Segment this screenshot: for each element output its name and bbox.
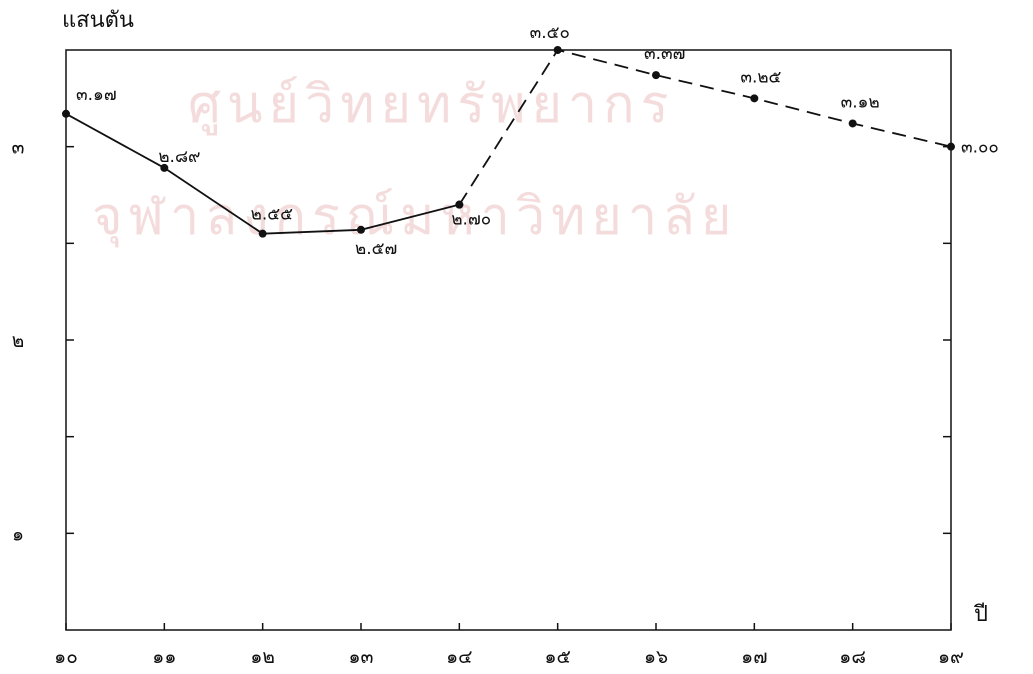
data-label: ๓.๒๕ [740,67,781,87]
y-tick-label-0: ๑ [12,523,24,545]
y-tick-label-2: ๓ [12,137,25,159]
series-line-dashed [458,48,952,206]
y-axis-label: แสนตัน [62,8,134,33]
x-tick-label-4: ๑๔ [446,646,472,668]
axis-ticks [65,145,952,630]
data-points [62,46,955,238]
data-label: ๓.๓๗ [644,44,685,64]
x-tick-label-1: ๑๑ [152,646,176,668]
data-point [258,229,267,238]
data-label: ๒.๕๕ [251,205,293,225]
data-point [357,225,365,234]
data-point [848,119,857,128]
data-label: ๓.๑๒ [841,92,880,112]
plot-frame [65,49,952,631]
data-label: ๓.๕๐ [530,23,570,43]
y-tick-label-1: ๒ [12,330,25,352]
x-tick-label-3: ๑๓ [348,646,373,668]
x-tick-label-2: ๑๒ [250,646,275,668]
x-tick-label-5: ๑๕ [544,646,570,668]
y-tick-labels: ๑ ๒ ๓ [12,137,25,546]
data-label: ๒.๗๐ [451,210,491,230]
data-label: ๒.๕๗ [355,239,397,259]
data-label: ๓.๐๐ [961,138,999,158]
data-point [947,142,955,151]
x-tick-label-9: ๑๙ [938,646,964,668]
x-tick-labels: ๑๐ ๑๑ ๑๒ ๑๓ ๑๔ ๑๕ ๑๖ ๑๗ ๑๘ ๑๙ [54,646,964,668]
series-lines [65,48,952,235]
data-labels: ๓.๑๗๒.๘๙๒.๕๕๒.๕๗ ๒.๗๐ ๓.๕๐๓.๓๗๓.๒๕๓.๑๒๓.๐๐ [76,23,999,259]
data-label: ๒.๘๙ [158,147,200,167]
x-tick-label-8: ๑๘ [839,646,866,668]
x-tick-label-7: ๑๗ [741,646,767,668]
data-label: ๓.๑๗ [76,85,117,105]
x-tick-label-6: ๑๖ [644,646,668,668]
data-point [553,46,562,54]
data-point [455,200,464,209]
data-point [750,94,759,103]
x-axis-label: ปี [974,602,988,627]
data-point [160,163,169,172]
data-point [652,71,660,80]
data-point [62,109,70,118]
x-tick-label-0: ๑๐ [54,646,78,668]
